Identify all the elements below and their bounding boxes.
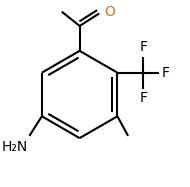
Text: F: F	[162, 66, 170, 80]
Text: O: O	[105, 5, 115, 19]
Text: F: F	[139, 91, 147, 105]
Text: F: F	[139, 40, 147, 54]
Text: H₂N: H₂N	[1, 140, 28, 154]
